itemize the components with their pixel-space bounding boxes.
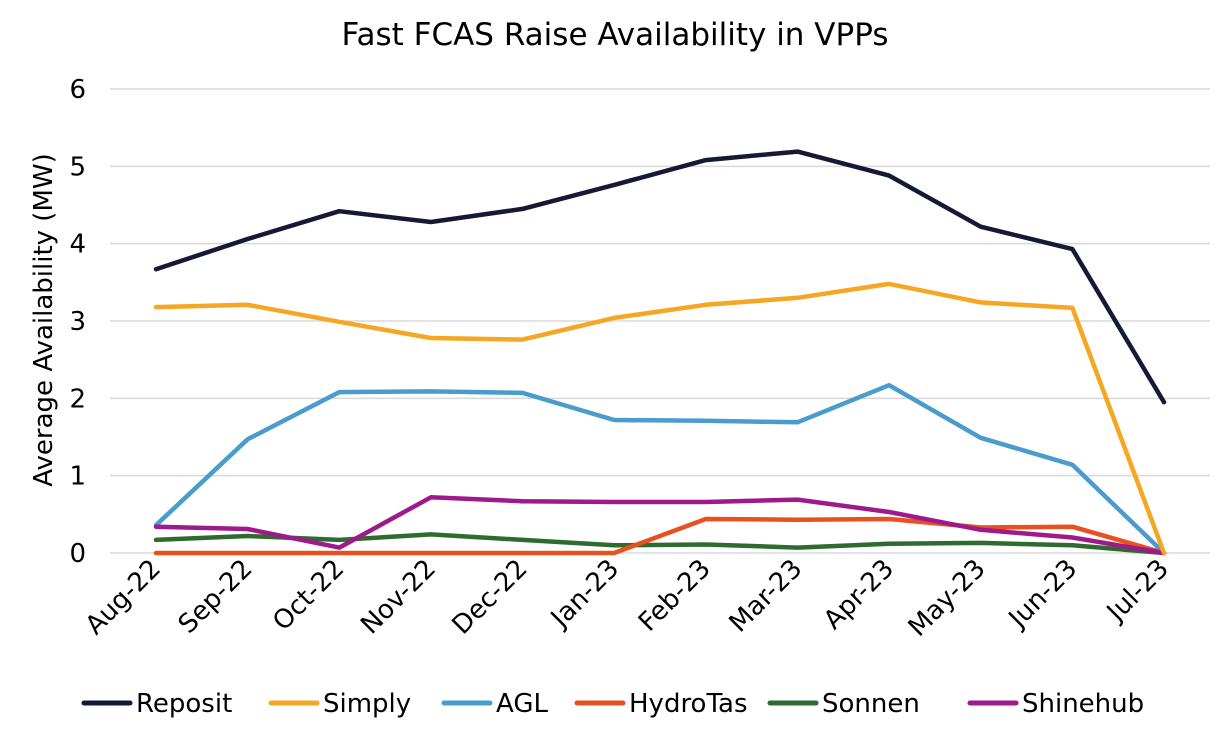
legend-label-shinehub: Shinehub: [1022, 689, 1144, 719]
y-tick-labels: 0 1 2 3 4 5 6: [69, 75, 86, 569]
legend-label-agl: AGL: [496, 689, 548, 719]
y-tick-label: 1: [69, 462, 86, 492]
x-tick-label: Mar-23: [724, 554, 809, 639]
y-axis-label: Average Availability (MW): [29, 153, 59, 486]
x-tick-label: Dec-22: [447, 554, 534, 641]
x-tick-label: Aug-22: [80, 554, 167, 641]
y-tick-label: 5: [69, 152, 86, 182]
x-tick-label: Nov-22: [355, 554, 442, 641]
series-line-agl: [153, 382, 1167, 556]
series-line-reposit: [153, 149, 1167, 405]
x-tick-label: Feb-23: [633, 554, 717, 638]
series-line-simply: [153, 281, 1167, 556]
legend-label-sonnen: Sonnen: [822, 689, 920, 719]
x-tick-label: Jul-23: [1100, 554, 1175, 629]
x-tick-label: Jun-23: [1002, 554, 1083, 635]
x-tick-label: Apr-23: [818, 554, 900, 636]
y-tick-label: 6: [69, 75, 86, 105]
y-tick-label: 3: [69, 307, 86, 337]
y-tick-label: 2: [69, 384, 86, 414]
legend-label-simply: Simply: [323, 689, 411, 719]
x-tick-labels: Aug-22 Sep-22 Oct-22 Nov-22 Dec-22 Jan-23 Feb-…: [80, 554, 1175, 643]
x-tick-label: Jan-23: [544, 554, 625, 635]
legend-label-hydrotas: HydroTas: [629, 689, 748, 719]
series-lines: [153, 149, 1167, 556]
x-tick-label: May-23: [903, 554, 992, 643]
series-line-shinehub: [153, 495, 1167, 556]
gridlines: [110, 88, 1210, 554]
series-line-sonnen: [153, 532, 1167, 556]
x-tick-label: Sep-22: [173, 554, 259, 640]
legend-label-reposit: Reposit: [136, 689, 232, 719]
legend: Reposit Simply AGL HydroTas Sonnen Shinehub: [81, 689, 1144, 719]
chart-title: Fast FCAS Raise Availability in VPPs: [341, 17, 888, 53]
y-tick-label: 4: [69, 230, 86, 260]
y-tick-label: 0: [69, 539, 86, 569]
x-tick-label: Oct-22: [267, 554, 350, 637]
series-line-hydrotas: [153, 516, 1167, 556]
